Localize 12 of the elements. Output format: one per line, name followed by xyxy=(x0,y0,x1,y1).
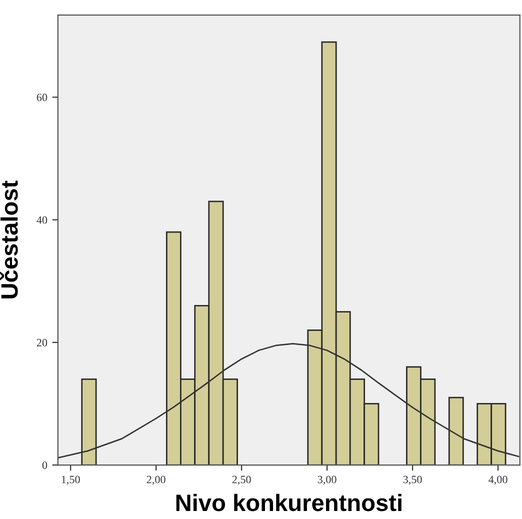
y-axis-title: Učestalost xyxy=(0,180,18,298)
x-axis-title: Nivo konkurentnosti xyxy=(176,494,402,512)
y-tick-label: 0 xyxy=(42,461,48,469)
x-tick-label: 4,00 xyxy=(488,476,508,485)
x-tick-label: 2,00 xyxy=(146,476,166,485)
y-tick-label: 20 xyxy=(36,338,48,346)
x-tick-label: 3,00 xyxy=(318,476,336,485)
x-tick-label: 3,50 xyxy=(403,476,422,485)
y-tick-label: 40 xyxy=(36,216,48,224)
y-tick-label: 60 xyxy=(36,94,48,102)
x-tick-label: 1,50 xyxy=(62,476,80,485)
x-tick-label: 2,50 xyxy=(232,476,251,485)
